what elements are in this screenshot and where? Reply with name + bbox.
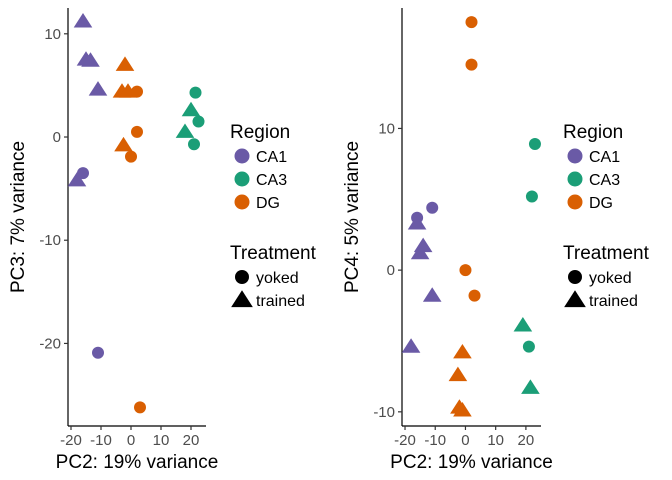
y-tick-label: 0 bbox=[387, 262, 395, 279]
data-point-ca1-trained bbox=[67, 171, 87, 187]
right-legend: Region CA1 CA3 DG Treatment yoked trained bbox=[563, 122, 650, 310]
x-tick-label: 10 bbox=[153, 432, 170, 449]
data-point-dg-yoked bbox=[459, 264, 472, 277]
x-tick-label: 20 bbox=[518, 432, 535, 449]
y-axis-title: PC3: 7% variance bbox=[8, 141, 29, 293]
y-axis-title: PC4: 5% variance bbox=[342, 141, 363, 293]
data-point-dg-yoked bbox=[134, 401, 146, 414]
data-point-ca3-trained bbox=[175, 123, 195, 138]
data-point-dg-trained bbox=[453, 402, 472, 417]
y-tick-label: 10 bbox=[44, 26, 61, 43]
data-point-ca3-yoked bbox=[192, 115, 205, 128]
legend-key-yoked bbox=[235, 270, 249, 284]
data-point-ca3-trained bbox=[521, 379, 540, 394]
y-tick-label: -20 bbox=[39, 335, 61, 352]
data-point-ca1-trained bbox=[88, 81, 108, 96]
legend-region-title: Region bbox=[230, 122, 290, 143]
data-point-ca1-trained bbox=[422, 287, 442, 302]
legend-label-trained: trained bbox=[589, 293, 638, 310]
x-tick-label: -20 bbox=[394, 432, 416, 449]
x-tick-label: 10 bbox=[487, 432, 504, 449]
data-point-ca3-yoked bbox=[189, 86, 202, 99]
legend-key-ca3 bbox=[234, 171, 250, 187]
data-point-dg-yoked bbox=[465, 16, 478, 29]
legend-label-ca3: CA3 bbox=[256, 172, 287, 189]
data-point-ca1-trained bbox=[81, 52, 100, 67]
y-tick-label: -10 bbox=[373, 404, 395, 421]
legend-key-trained bbox=[564, 290, 586, 308]
data-point-dg-yoked bbox=[465, 58, 478, 71]
x-tick-label: 0 bbox=[461, 432, 469, 449]
legend-treatment-title: Treatment bbox=[563, 243, 650, 264]
data-point-dg-trained bbox=[448, 366, 468, 382]
legend-label-trained: trained bbox=[256, 293, 305, 310]
y-tick-label: 0 bbox=[53, 129, 61, 146]
data-point-ca3-yoked bbox=[522, 340, 535, 353]
data-point-ca1-trained bbox=[401, 338, 421, 353]
legend-key-ca1 bbox=[234, 148, 250, 164]
data-point-ca3-yoked bbox=[528, 138, 541, 151]
x-axis-title: PC2: 19% variance bbox=[390, 452, 553, 473]
data-point-ca1-trained bbox=[410, 244, 430, 260]
x-tick-label: 20 bbox=[183, 432, 200, 449]
data-point-ca3-yoked bbox=[525, 190, 538, 203]
legend-label-ca1: CA1 bbox=[256, 149, 287, 166]
x-tick-label: -10 bbox=[90, 432, 112, 449]
legend-key-dg bbox=[567, 194, 583, 210]
legend-key-trained bbox=[231, 290, 253, 308]
legend-label-dg: DG bbox=[589, 195, 613, 212]
x-tick-label: -20 bbox=[60, 432, 82, 449]
data-point-ca3-trained bbox=[513, 317, 533, 332]
data-point-dg-trained bbox=[115, 56, 135, 71]
data-point-ca3-trained bbox=[181, 101, 201, 117]
data-point-ca1-yoked bbox=[92, 346, 104, 359]
data-point-dg-yoked bbox=[125, 150, 137, 163]
legend-label-yoked: yoked bbox=[256, 270, 299, 287]
legend-key-yoked bbox=[568, 270, 582, 284]
data-point-ca1-yoked bbox=[426, 201, 439, 214]
legend-label-yoked: yoked bbox=[589, 270, 632, 287]
x-axis-title: PC2: 19% variance bbox=[56, 452, 219, 473]
legend-treatment-title: Treatment bbox=[230, 243, 317, 264]
legend-label-ca3: CA3 bbox=[589, 172, 620, 189]
y-tick-label: -10 bbox=[39, 232, 61, 249]
legend-label-dg: DG bbox=[256, 195, 280, 212]
data-point-dg-yoked bbox=[468, 289, 481, 302]
legend-label-ca1: CA1 bbox=[589, 149, 620, 166]
y-tick-label: 10 bbox=[378, 120, 395, 137]
legend-key-ca3 bbox=[567, 171, 583, 187]
data-point-dg-trained bbox=[453, 343, 472, 359]
left-legend: Region CA1 CA3 DG Treatment yoked trained bbox=[230, 122, 317, 310]
x-tick-label: 0 bbox=[127, 432, 135, 449]
right-scatter-panel: -20 -10 0 10 20 10 0 -10 PC2: 19% variance PC4: 5… bbox=[342, 8, 553, 473]
data-point-ca1-trained bbox=[73, 13, 93, 28]
data-point-ca1-yoked bbox=[77, 167, 89, 180]
data-point-ca3-yoked bbox=[188, 138, 200, 151]
data-point-dg-yoked bbox=[131, 125, 143, 138]
legend-key-dg bbox=[234, 194, 250, 210]
x-tick-label: -10 bbox=[424, 432, 446, 449]
legend-key-ca1 bbox=[567, 148, 583, 164]
legend-region-title: Region bbox=[563, 122, 623, 143]
left-scatter-panel: -20 -10 0 10 20 10 0 -10 -20 PC2: 19% variance PC3… bbox=[8, 8, 218, 473]
data-point-dg-yoked bbox=[131, 85, 143, 98]
data-point-ca1-trained bbox=[407, 215, 427, 230]
data-point-dg-trained bbox=[114, 136, 133, 152]
